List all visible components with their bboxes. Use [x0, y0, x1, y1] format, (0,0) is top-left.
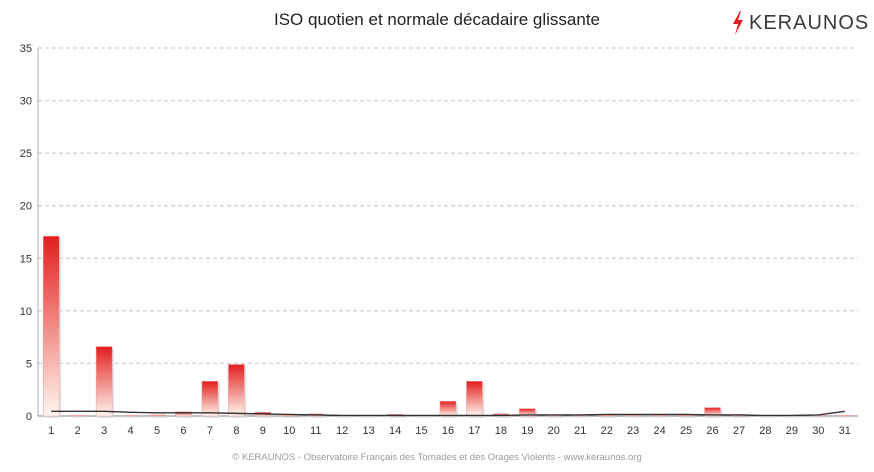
bar-shadow	[336, 417, 353, 418]
bar-shadow	[653, 417, 670, 418]
axes	[37, 48, 858, 417]
x-tick-label: 30	[812, 425, 824, 437]
x-tick-label: 2	[75, 425, 81, 437]
bar-day-24	[651, 415, 668, 417]
bar-shadow	[732, 416, 749, 418]
y-tick-label: 10	[20, 306, 32, 318]
x-tick-label: 22	[601, 425, 613, 437]
x-tick-label: 5	[154, 425, 160, 437]
x-tick-label: 7	[207, 425, 213, 437]
bar-day-2	[69, 415, 86, 417]
bar-shadow	[71, 417, 88, 418]
bar-shadow	[283, 416, 300, 418]
x-tick-label: 9	[260, 425, 266, 437]
x-tick-label: 20	[548, 425, 560, 437]
x-tick-label: 1	[48, 425, 54, 437]
x-tick-label: 13	[363, 425, 375, 437]
bar-shadow	[680, 416, 697, 418]
y-tick-label: 35	[20, 43, 32, 55]
x-tick-label: 4	[128, 425, 134, 437]
y-tick-label: 0	[26, 411, 32, 423]
bar-day-31	[836, 415, 854, 417]
bar-day-19	[519, 408, 536, 417]
bar-shadow	[362, 417, 379, 418]
x-tick-label: 10	[283, 425, 295, 437]
lightning-icon	[733, 11, 743, 35]
x-tick-label: 29	[786, 425, 798, 437]
bar-shadow	[494, 415, 511, 418]
bar-day-4	[122, 415, 139, 417]
y-tick-label: 5	[26, 358, 32, 370]
bar-day-23	[624, 415, 642, 417]
bar-shadow	[124, 417, 141, 418]
x-tick-label: 14	[389, 425, 401, 437]
x-tick-label: 25	[680, 425, 692, 437]
bar-shadow	[785, 417, 802, 418]
bar-day-8	[228, 364, 245, 417]
bar-day-3	[95, 346, 113, 417]
y-tick-label: 20	[20, 201, 32, 213]
bar-shadow	[759, 417, 776, 418]
normal-line	[51, 410, 845, 417]
chart-title: ISO quotien et normale décadaire glissan…	[273, 10, 601, 29]
y-tick-label: 25	[20, 148, 32, 160]
x-tick-label: 15	[415, 425, 427, 437]
bar-shadow	[389, 416, 406, 418]
bar-day-7	[201, 381, 219, 417]
x-tick-label: 24	[653, 425, 665, 437]
x-tick-label: 31	[839, 425, 851, 437]
x-tick-label: 11	[310, 425, 321, 437]
y-tick-label: 15	[20, 253, 32, 265]
bar-shadow	[838, 417, 855, 418]
brand-name: KERAUNOS	[749, 11, 870, 34]
bar-shadow	[309, 415, 326, 418]
bar-day-6	[175, 411, 192, 417]
x-tick-label: 27	[733, 425, 745, 437]
x-tick-label: 3	[101, 425, 107, 437]
y-tick-label: 30	[20, 96, 32, 108]
x-tick-label: 6	[180, 425, 186, 437]
x-tick-label: 8	[233, 425, 239, 437]
keraunos-logo: KERAUNOS	[731, 10, 869, 36]
bar-day-17	[466, 381, 483, 417]
bar-shadow	[600, 416, 617, 418]
bar-day-1	[42, 235, 60, 417]
footer-credit: © KERAUNOS - Observatoire Français des T…	[232, 452, 642, 463]
x-tick-label: 26	[706, 425, 718, 437]
x-tick-label: 12	[336, 425, 348, 437]
grid-lines	[38, 47, 858, 364]
normal-series-line	[51, 410, 845, 417]
bar-shadow	[151, 416, 168, 418]
bar-day-5	[148, 414, 166, 417]
x-tick-label: 19	[521, 425, 533, 437]
bar-day-16	[439, 401, 457, 417]
x-tick-label: 21	[574, 425, 586, 437]
y-axis-ticks: 0 5 10 15 20 25 30 35	[20, 43, 32, 423]
x-tick-label: 17	[468, 425, 480, 437]
x-tick-label: 23	[627, 425, 639, 437]
bar-day-26	[704, 407, 721, 417]
bar-shadow	[574, 417, 591, 418]
bar-shadow	[547, 416, 564, 418]
bars	[42, 235, 855, 418]
x-tick-label: 28	[759, 425, 771, 437]
x-tick-label: 18	[495, 425, 507, 437]
bar-shadow	[627, 417, 644, 418]
bar-shadow	[812, 417, 829, 418]
bar-shadow	[415, 417, 432, 418]
x-axis-ticks: 1 2 3 4 5 6 7 8 9 10 11 12 13 14 15 16 17 18 19 20 21 22 23 24 2…	[48, 425, 851, 437]
x-tick-label: 16	[442, 425, 454, 437]
